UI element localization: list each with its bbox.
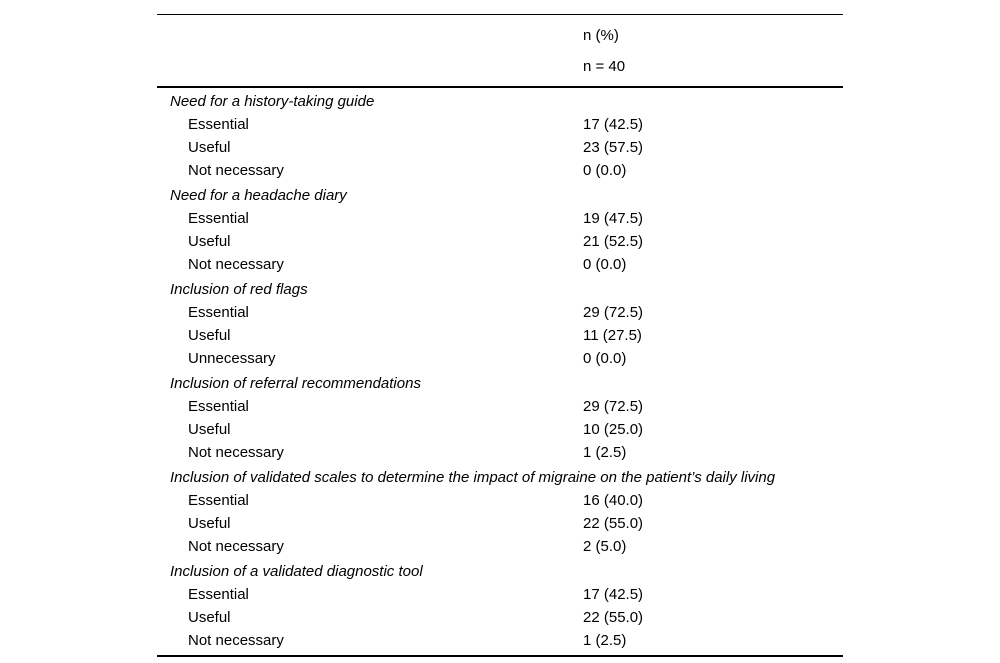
row-value: 11 (27.5) [583, 327, 642, 344]
table-section: Inclusion of referral recommendations Es… [157, 370, 843, 464]
row-value: 10 (25.0) [583, 421, 644, 438]
table-section: Inclusion of a validated diagnostic tool… [157, 558, 843, 652]
table-body: Need for a history-taking guide Essentia… [157, 88, 843, 655]
table-row: Useful 23 (57.5) [157, 136, 843, 159]
section-title: Inclusion of validated scales to determi… [170, 469, 776, 486]
table-section: Need for a history-taking guide Essentia… [157, 90, 843, 182]
table-section: Inclusion of red flags Essential 29 (72.… [157, 276, 843, 370]
table-row: Essential 17 (42.5) [157, 583, 843, 606]
row-label: Useful [188, 421, 231, 438]
row-value: 22 (55.0) [583, 515, 644, 532]
row-label: Essential [188, 116, 249, 133]
table-bottom-rule [157, 655, 843, 657]
table-row: Not necessary 1 (2.5) [157, 441, 843, 464]
table-row: Useful 21 (52.5) [157, 230, 843, 253]
table-row: Essential 17 (42.5) [157, 113, 843, 136]
table-section: Need for a headache diary Essential 19 (… [157, 182, 843, 276]
row-value: 0 (0.0) [583, 350, 627, 367]
results-table: n (%) n = 40 Need for a history-taking g… [157, 14, 843, 657]
header-label-spacer [157, 55, 583, 78]
row-label: Essential [188, 586, 249, 603]
row-value: 21 (52.5) [583, 233, 644, 250]
table-top-rule [157, 14, 843, 15]
row-value: 1 (2.5) [583, 632, 627, 649]
row-value: 0 (0.0) [583, 256, 627, 273]
row-value: 29 (72.5) [583, 304, 644, 321]
row-label: Useful [188, 233, 231, 250]
table-row: Useful 22 (55.0) [157, 606, 843, 629]
row-label: Not necessary [188, 162, 284, 179]
section-title: Inclusion of referral recommendations [170, 375, 421, 392]
table-row: Unnecessary 0 (0.0) [157, 347, 843, 370]
table-section: Inclusion of validated scales to determi… [157, 464, 843, 558]
table-row: Not necessary 2 (5.0) [157, 535, 843, 558]
row-value: 1 (2.5) [583, 444, 627, 461]
row-value: 29 (72.5) [583, 398, 644, 415]
header-label-spacer [157, 24, 583, 47]
table-row: Essential 29 (72.5) [157, 301, 843, 324]
row-value: 17 (42.5) [583, 586, 644, 603]
row-label: Essential [188, 492, 249, 509]
table-row: Not necessary 0 (0.0) [157, 253, 843, 276]
row-value: 17 (42.5) [583, 116, 644, 133]
row-label: Not necessary [188, 538, 284, 555]
row-label: Not necessary [188, 256, 284, 273]
table-row: Essential 19 (47.5) [157, 207, 843, 230]
row-label: Useful [188, 515, 231, 532]
row-value: 23 (57.5) [583, 139, 644, 156]
table-header: n (%) n = 40 [157, 15, 843, 86]
section-title: Inclusion of a validated diagnostic tool [170, 563, 423, 580]
row-label: Useful [188, 609, 231, 626]
table-row: Useful 11 (27.5) [157, 324, 843, 347]
table-row: Essential 29 (72.5) [157, 395, 843, 418]
row-label: Not necessary [188, 632, 284, 649]
row-value: 22 (55.0) [583, 609, 644, 626]
table-row: Not necessary 1 (2.5) [157, 629, 843, 652]
table-row: Useful 10 (25.0) [157, 418, 843, 441]
column-header-sample-size: n = 40 [583, 58, 626, 75]
row-label: Not necessary [188, 444, 284, 461]
table-header-rule [157, 86, 843, 88]
row-value: 2 (5.0) [583, 538, 627, 555]
section-title: Need for a history-taking guide [170, 93, 375, 110]
row-label: Useful [188, 327, 231, 344]
row-label: Essential [188, 210, 249, 227]
table-header-row-2: n = 40 [157, 55, 843, 78]
table-header-row-1: n (%) [157, 24, 843, 47]
table-row: Useful 22 (55.0) [157, 512, 843, 535]
section-title: Need for a headache diary [170, 187, 347, 204]
column-header-n-percent: n (%) [583, 27, 619, 44]
row-value: 16 (40.0) [583, 492, 644, 509]
table-row: Essential 16 (40.0) [157, 489, 843, 512]
table-row: Not necessary 0 (0.0) [157, 159, 843, 182]
row-value: 19 (47.5) [583, 210, 644, 227]
row-label: Useful [188, 139, 231, 156]
row-label: Unnecessary [188, 350, 276, 367]
row-label: Essential [188, 398, 249, 415]
section-title: Inclusion of red flags [170, 281, 308, 298]
row-label: Essential [188, 304, 249, 321]
row-value: 0 (0.0) [583, 162, 627, 179]
